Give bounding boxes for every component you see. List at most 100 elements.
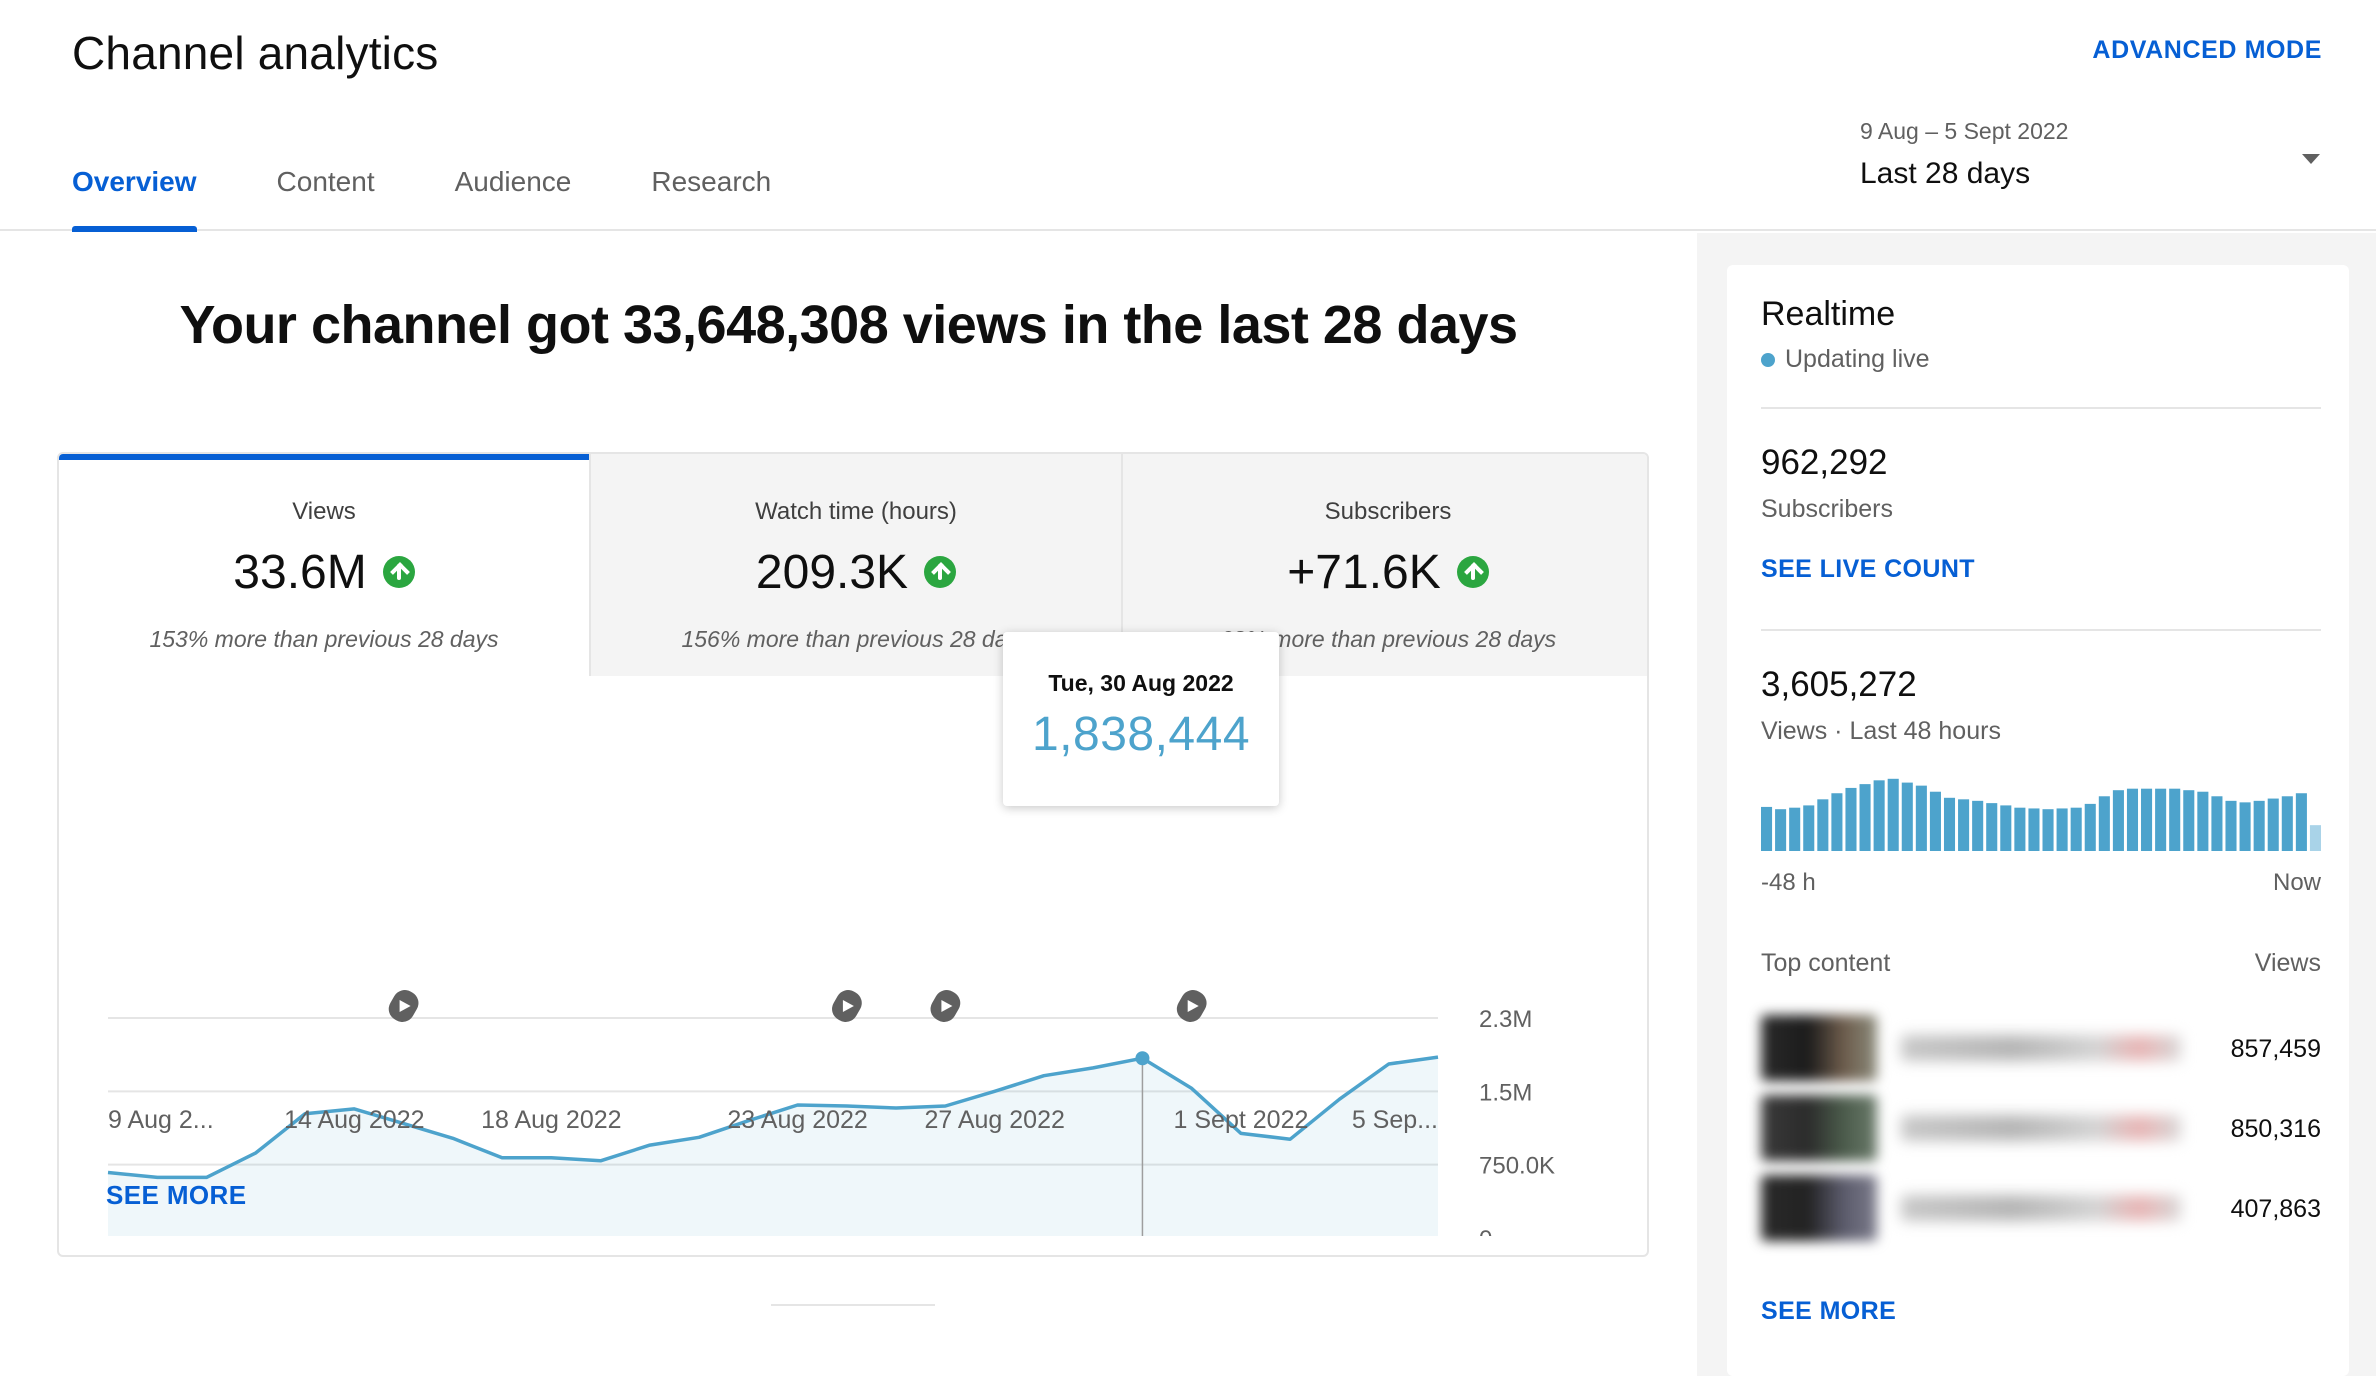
realtime-bar[interactable] (2211, 796, 2223, 851)
video-title-blurred (1901, 1115, 2181, 1141)
realtime-bar[interactable] (1789, 807, 1801, 851)
tab-divider (1121, 454, 1123, 676)
realtime-bar[interactable] (1958, 799, 1970, 851)
tab-divider (589, 454, 591, 676)
shorts-icon[interactable] (828, 986, 867, 1027)
advanced-mode-button[interactable]: ADVANCED MODE (2092, 36, 2322, 64)
see-more-button[interactable]: SEE MORE (106, 1180, 247, 1210)
realtime-bar[interactable] (1761, 806, 1773, 851)
highlight-point (1135, 1051, 1150, 1066)
realtime-bar[interactable] (2042, 809, 2054, 851)
realtime-bar[interactable] (2070, 807, 2082, 851)
realtime-bar[interactable] (2014, 807, 2026, 851)
see-more-realtime-button[interactable]: SEE MORE (1761, 1297, 1897, 1325)
realtime-bar[interactable] (1817, 799, 1829, 851)
realtime-views-count: 3,605,272 (1761, 665, 1917, 704)
realtime-bar[interactable] (2281, 796, 2293, 851)
shorts-icon[interactable] (1172, 986, 1211, 1027)
realtime-bar[interactable] (2239, 802, 2251, 851)
bar-axis-start: -48 h (1761, 869, 1816, 896)
date-range-label: Last 28 days (1860, 157, 2031, 190)
date-range-dropdown[interactable]: 9 Aug – 5 Sept 2022 Last 28 days (1860, 118, 2320, 198)
carousel-indicator[interactable] (771, 1304, 935, 1306)
realtime-bar[interactable] (2253, 800, 2265, 851)
realtime-bar[interactable] (2183, 790, 2195, 851)
realtime-bar[interactable] (1986, 803, 1998, 851)
realtime-bar[interactable] (2000, 805, 2012, 851)
tooltip-date: Tue, 30 Aug 2022 (1048, 670, 1234, 696)
metrics-card: Views 33.6M 153% more than previous 28 d… (57, 452, 1649, 1257)
realtime-card: Realtime Updating live 962,292 Subscribe… (1727, 265, 2349, 1376)
tab-content[interactable]: Content (276, 166, 375, 197)
x-tick-label: 5 Sep... (1352, 1106, 1438, 1134)
y-tick-label: 2.3M (1479, 1006, 1532, 1033)
analytics-tabs: Overview Content Audience Research (72, 160, 851, 232)
y-tick-label: 0 (1479, 1226, 1492, 1236)
arrow-up-icon (382, 556, 415, 588)
x-tick-label: 9 Aug 2... (108, 1106, 214, 1134)
realtime-bar[interactable] (2084, 803, 2096, 851)
subscriber-label: Subscribers (1761, 495, 1893, 523)
top-content-label: Top content (1761, 949, 1891, 977)
see-live-count-button[interactable]: SEE LIVE COUNT (1761, 555, 1975, 583)
y-tick-label: 750.0K (1479, 1153, 1555, 1180)
x-tick-label: 1 Sept 2022 (1174, 1106, 1309, 1134)
live-status: Updating live (1761, 345, 1930, 374)
realtime-bar[interactable] (2225, 800, 2237, 851)
realtime-bar[interactable] (2267, 798, 2279, 851)
realtime-bar[interactable] (1915, 785, 1927, 851)
views-series-line (107, 1055, 1439, 1180)
views-headline: Your channel got 33,648,308 views in the… (179, 295, 1518, 355)
realtime-bar[interactable] (1901, 782, 1913, 851)
live-status-label: Updating live (1785, 345, 1930, 373)
metric-tab-views[interactable]: Views 33.6M 153% more than previous 28 d… (59, 454, 589, 676)
x-tick-label: 27 Aug 2022 (924, 1106, 1064, 1134)
views-line-chart[interactable]: 0 750.0K 1.5M 2.3M 9 Aug 2... 14 Aug 2022 18 A… (59, 676, 1649, 1236)
realtime-bar[interactable] (2197, 791, 2209, 851)
realtime-bar[interactable] (1929, 791, 1941, 851)
date-range-text: 9 Aug – 5 Sept 2022 (1860, 118, 2069, 144)
realtime-bar[interactable] (2112, 790, 2124, 851)
video-title-blurred (1901, 1195, 2181, 1221)
x-tick-label: 14 Aug 2022 (284, 1106, 424, 1134)
metric-label: Subscribers (1324, 498, 1452, 525)
tab-overview[interactable]: Overview (72, 160, 197, 232)
realtime-bar-chart[interactable] (1761, 775, 2321, 851)
page-title: Channel analytics (72, 27, 439, 79)
realtime-bar[interactable] (1873, 780, 1885, 851)
realtime-bar[interactable] (2295, 793, 2307, 851)
top-content-item[interactable]: 850,316 (1761, 1095, 2321, 1165)
arrow-up-icon (924, 556, 957, 588)
realtime-bar[interactable] (1972, 800, 1984, 851)
tab-research[interactable]: Research (651, 166, 772, 197)
realtime-bar[interactable] (1775, 809, 1787, 851)
shorts-icon[interactable] (926, 986, 965, 1027)
tooltip-value: 1,838,444 (1031, 708, 1251, 761)
top-content-item[interactable]: 407,863 (1761, 1175, 2321, 1245)
realtime-bar[interactable] (1943, 797, 1956, 851)
tab-audience[interactable]: Audience (454, 166, 572, 197)
video-title-blurred (1901, 1035, 2181, 1061)
realtime-bar[interactable] (2169, 788, 2181, 851)
realtime-bar[interactable] (2141, 788, 2153, 851)
live-dot-icon (1761, 352, 1775, 367)
realtime-bar[interactable] (2155, 788, 2167, 851)
realtime-bar[interactable] (2098, 796, 2110, 851)
realtime-bar[interactable] (1831, 793, 1843, 851)
arrow-up-icon (1456, 556, 1489, 588)
metric-value: 209.3K (755, 545, 909, 599)
video-thumbnail (1761, 1015, 1877, 1081)
top-content-views-label: Views (2254, 949, 2321, 977)
realtime-bar[interactable] (1859, 784, 1871, 851)
top-content-item[interactable]: 857,459 (1761, 1015, 2321, 1085)
realtime-bar[interactable] (2056, 808, 2068, 851)
realtime-bar[interactable] (2028, 808, 2040, 851)
realtime-bar[interactable] (1803, 805, 1815, 851)
realtime-bar[interactable] (1887, 778, 1899, 851)
realtime-bar[interactable] (2126, 788, 2139, 851)
realtime-bar[interactable] (2309, 825, 2321, 851)
subscriber-count: 962,292 (1761, 443, 1888, 482)
realtime-bar[interactable] (1845, 787, 1857, 851)
divider (1761, 629, 2321, 631)
shorts-icon[interactable] (384, 986, 423, 1027)
